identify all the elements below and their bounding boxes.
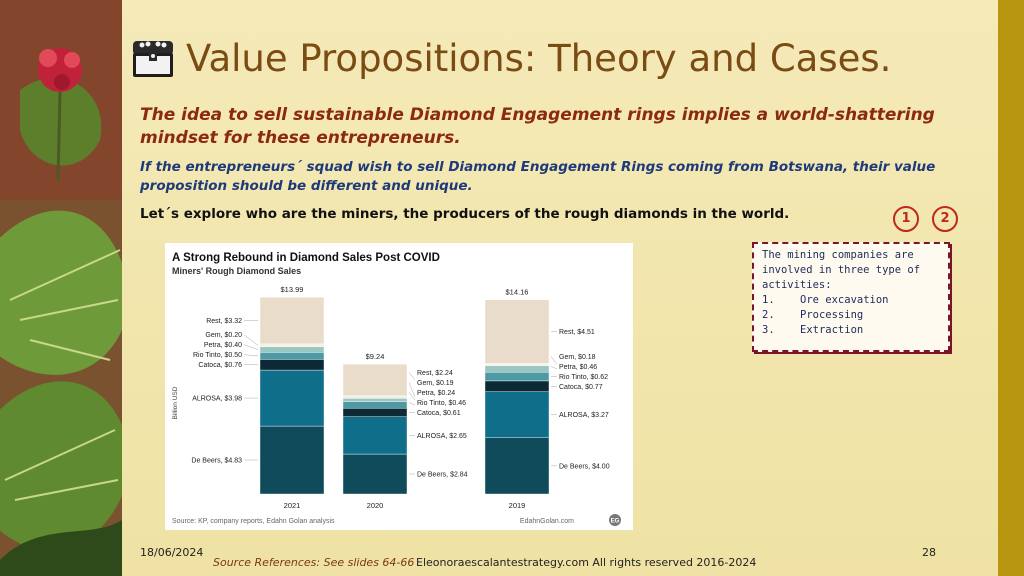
list-item-text: Extraction bbox=[800, 324, 864, 336]
bar-segment-gem bbox=[259, 343, 325, 347]
leader-line bbox=[243, 354, 259, 357]
data-label: Rio Tinto, $0.50 bbox=[193, 352, 242, 359]
bar-segment-alrosa bbox=[342, 416, 408, 455]
bar-segment-rio-tinto bbox=[484, 371, 550, 382]
list-item: 1. Ore excavation bbox=[762, 293, 940, 308]
bar-segment-catoca bbox=[259, 359, 325, 371]
bar-segment-gem bbox=[342, 395, 408, 399]
stacked-bar-chart: A Strong Rebound in Diamond Sales Post C… bbox=[172, 252, 621, 526]
chart-brand: EdahnGolan.com bbox=[520, 518, 574, 525]
leader-line bbox=[408, 402, 416, 406]
data-label: De Beers, $2.84 bbox=[417, 472, 468, 479]
bar-segment-petra bbox=[342, 398, 408, 402]
data-label: Rest, $2.24 bbox=[417, 370, 453, 377]
data-label: ALROSA, $3.27 bbox=[559, 412, 609, 419]
bar-segment-rest bbox=[484, 299, 550, 364]
chart-source: Source: KP, company reports, Edahn Golan… bbox=[172, 518, 335, 525]
data-label: Gem, $0.19 bbox=[417, 380, 454, 387]
chart-title: A Strong Rebound in Diamond Sales Post C… bbox=[172, 252, 440, 264]
treasure-chest-icon bbox=[133, 41, 173, 77]
marker-2[interactable]: 2 bbox=[932, 206, 958, 232]
data-label: Catoca, $0.61 bbox=[417, 410, 461, 417]
bar-segment-gem bbox=[484, 362, 550, 366]
marker-1[interactable]: 1 bbox=[893, 206, 919, 232]
data-label: Rio Tinto, $0.46 bbox=[417, 400, 466, 407]
footer-page-number: 28 bbox=[922, 546, 936, 559]
footer-date: 18/06/2024 bbox=[140, 546, 204, 559]
footer-source-reference[interactable]: Source References: See slides 64-66 bbox=[213, 556, 415, 569]
data-label: Catoca, $0.76 bbox=[198, 362, 242, 369]
leader-line bbox=[408, 392, 416, 401]
bar-segment-petra bbox=[259, 346, 325, 353]
leader-line bbox=[243, 334, 259, 346]
leader-line bbox=[243, 344, 259, 350]
bar-segment-catoca bbox=[484, 380, 550, 392]
leader-line bbox=[408, 372, 416, 381]
list-item-text: Ore excavation bbox=[800, 294, 889, 306]
data-label: Rio Tinto, $0.62 bbox=[559, 374, 608, 381]
title-row: Value Propositions: Theory and Cases. bbox=[130, 30, 891, 86]
subtitle-secondary: If the entrepreneurs´ squad wish to sell… bbox=[140, 159, 936, 194]
leader-line bbox=[550, 356, 558, 365]
data-label: Petra, $0.46 bbox=[559, 364, 597, 371]
bar-segment-rio-tinto bbox=[342, 401, 408, 409]
list-item-text: Processing bbox=[800, 309, 864, 321]
data-label: Petra, $0.24 bbox=[417, 390, 455, 397]
brand-badge-text: EG bbox=[611, 519, 620, 525]
bar-segment-alrosa bbox=[259, 369, 325, 427]
bar-segment-petra bbox=[484, 365, 550, 373]
y-axis-label: Billion USD bbox=[172, 386, 179, 419]
leader-line bbox=[550, 366, 558, 370]
note-activity-list: 1. Ore excavation 2. Processing 3. Extracti… bbox=[762, 293, 940, 338]
list-item-number: 1. bbox=[762, 294, 775, 306]
bar-segment-alrosa bbox=[484, 391, 550, 438]
botanical-artwork-graphic bbox=[0, 0, 122, 576]
note-intro: The mining companies are involved in thr… bbox=[762, 249, 921, 291]
chart-panel: A Strong Rebound in Diamond Sales Post C… bbox=[165, 243, 633, 530]
x-tick-label: 2021 bbox=[284, 501, 301, 510]
data-label: ALROSA, $3.98 bbox=[192, 396, 242, 403]
data-label: Petra, $0.40 bbox=[204, 342, 242, 349]
x-tick-label: 2019 bbox=[509, 501, 526, 510]
bar-segment-de-beers bbox=[484, 437, 550, 495]
data-label: De Beers, $4.00 bbox=[559, 463, 610, 470]
data-label: Gem, $0.20 bbox=[205, 332, 242, 339]
bar-segment-rest bbox=[259, 297, 325, 345]
bar-segment-rest bbox=[342, 363, 408, 396]
x-tick-label: 2020 bbox=[367, 501, 384, 510]
bar-segment-de-beers bbox=[342, 453, 408, 495]
footer-copyright: Eleonoraescalantestrategy.com All rights… bbox=[416, 556, 757, 569]
data-label: Catoca, $0.77 bbox=[559, 384, 603, 391]
brand-badge-icon bbox=[609, 514, 621, 526]
chart-subtitle: Miners' Rough Diamond Sales bbox=[172, 266, 301, 276]
subtitle-main: The idea to sell sustainable Diamond Eng… bbox=[140, 105, 935, 148]
data-label: Gem, $0.18 bbox=[559, 354, 596, 361]
botanical-artwork bbox=[0, 0, 122, 576]
slide-title: Value Propositions: Theory and Cases. bbox=[186, 36, 892, 80]
data-label: Rest, $3.32 bbox=[206, 318, 242, 325]
list-item: 2. Processing bbox=[762, 308, 940, 323]
activities-note: The mining companies are involved in thr… bbox=[752, 242, 950, 352]
bar-segment-catoca bbox=[342, 407, 408, 417]
chart-bars: De Beers, $4.83 ALROSA, $3.98 Catoca, $0.7… bbox=[191, 285, 609, 510]
data-label: ALROSA, $2.65 bbox=[417, 433, 467, 440]
subtitle-explore: Let´s explore who are the miners, the pr… bbox=[140, 206, 790, 222]
bar-total-label: $13.99 bbox=[281, 285, 304, 294]
bar-total-label: $9.24 bbox=[366, 352, 385, 361]
leader-line bbox=[408, 382, 416, 398]
bar-segment-de-beers bbox=[259, 425, 325, 495]
list-item: 3. Extraction bbox=[762, 323, 940, 338]
right-border-strip bbox=[998, 0, 1024, 576]
data-label: De Beers, $4.83 bbox=[191, 458, 242, 465]
list-item-number: 2. bbox=[762, 309, 775, 321]
bar-total-label: $14.16 bbox=[506, 288, 529, 297]
bar-segment-rio-tinto bbox=[259, 352, 325, 360]
list-item-number: 3. bbox=[762, 324, 775, 336]
data-label: Rest, $4.51 bbox=[559, 329, 595, 336]
